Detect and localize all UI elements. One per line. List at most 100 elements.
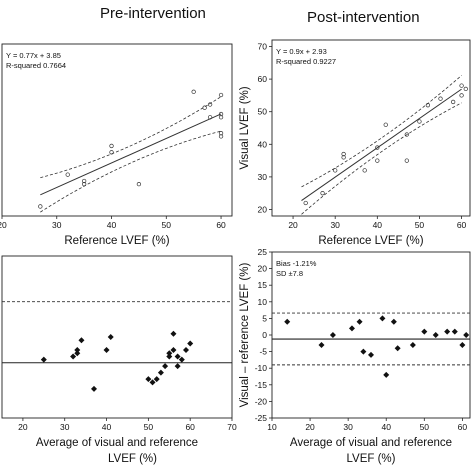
post-bland-altman-ytick-label: -5 — [259, 347, 267, 357]
post-intervention-title: Post-intervention — [307, 9, 420, 26]
post-bland-altman-annotation: Bias -1.21% — [276, 259, 317, 268]
post-regression-ytick-label: 60 — [258, 74, 268, 84]
pre-regression-plot: 20 30 40 50 60 Y = 0.77x + 3.85R-squared 0.76… — [0, 43, 233, 247]
pre-regression-point — [38, 204, 43, 209]
post-bland-altman-point — [379, 315, 386, 322]
post-regression-point — [438, 96, 443, 101]
post-bland-altman-point — [348, 325, 355, 332]
post-bland-altman-xtick-label: 50 — [420, 422, 430, 432]
pre-regression-point — [218, 134, 224, 139]
pre-regression-point — [81, 178, 87, 184]
post-regression-ylabel: Visual LVEF (%) — [239, 86, 251, 169]
pre-bland-altman-point — [40, 356, 47, 363]
pre-bland-altman-xtick-label: 70 — [227, 422, 237, 432]
post-bland-altman-plot-area — [272, 312, 470, 378]
pre-bland-altman-point — [166, 353, 173, 360]
pre-bland-altman-xtick-label: 30 — [60, 422, 70, 432]
pre-bland-altman-point — [78, 337, 85, 344]
post-bland-altman-point — [284, 318, 291, 325]
post-bland-altman-ytick-label: -10 — [255, 363, 268, 373]
post-bland-altman-xlabel-line2: LVEF (%) — [347, 453, 396, 465]
pre-bland-altman-point — [74, 346, 81, 353]
post-regression-plot-area — [301, 75, 468, 215]
post-bland-altman-ytick-label: 5 — [262, 313, 267, 323]
post-bland-altman-point — [318, 341, 325, 348]
post-bland-altman-xlabel: Average of visual and reference — [290, 437, 452, 449]
pre-bland-altman-point — [162, 363, 169, 370]
pre-regression-xtick-label: 50 — [162, 220, 172, 230]
post-bland-altman-xtick-label: 10 — [267, 422, 277, 432]
post-regression-fit-line — [301, 88, 462, 201]
post-bland-altman-point — [409, 341, 416, 348]
post-regression-point — [375, 158, 380, 163]
pre-regression-point — [202, 105, 207, 110]
pre-bland-altman-point — [153, 376, 160, 383]
post-regression-point — [320, 191, 325, 196]
pre-bland-altman-point — [166, 350, 173, 357]
post-bland-altman-xtick-label: 60 — [458, 422, 468, 432]
post-bland-altman-xtick-label: 20 — [305, 422, 315, 432]
pre-bland-altman-xtick-label: 60 — [185, 422, 195, 432]
pre-bland-altman-point — [74, 350, 81, 357]
pre-regression-point — [109, 143, 114, 149]
pre-regression-xlabel: Reference LVEF (%) — [64, 235, 169, 247]
pre-bland-altman-point — [157, 369, 164, 376]
post-bland-altman-xtick-label: 30 — [343, 422, 353, 432]
pre-bland-altman-xlabel: Average of visual and reference — [36, 437, 198, 449]
pre-bland-altman-plot: 20 30 40 50 60 70 Average of visual and refere… — [1, 255, 237, 449]
post-bland-altman-point — [459, 341, 466, 348]
post-bland-altman-point — [463, 332, 470, 338]
post-regression-ytick-label: 50 — [258, 107, 268, 117]
post-regression-ci-lower — [301, 102, 462, 215]
post-bland-altman-point — [421, 328, 428, 335]
post-regression-annotation: R-squared 0.9227 — [276, 57, 336, 66]
pre-regression-plot-area — [38, 89, 224, 213]
post-regression-point — [417, 119, 422, 124]
pre-regression-point — [218, 111, 224, 117]
post-bland-altman-point — [329, 332, 336, 338]
post-regression-xtick-label: 60 — [457, 220, 467, 230]
pre-regression-point — [81, 181, 87, 187]
post-regression-point — [404, 158, 409, 163]
post-regression-point — [303, 200, 308, 206]
pre-regression-fit-line — [40, 113, 222, 196]
post-bland-altman-point — [368, 351, 374, 358]
pre-bland-altman-xtick-label: 50 — [144, 422, 154, 432]
pre-ba-xlabel-line2: LVEF (%) — [108, 453, 157, 465]
pre-bland-altman-point — [91, 385, 97, 392]
post-regression-ytick-label: 40 — [258, 139, 268, 149]
pre-regression-annotation: R-squared 0.7664 — [6, 61, 66, 70]
post-bland-altman-ylabel: Visual – reference LVEF (%) — [239, 263, 251, 408]
pre-bland-altman-point — [145, 376, 152, 383]
post-bland-altman-point — [394, 345, 401, 352]
pre-bland-altman-point — [70, 353, 77, 360]
pre-regression-xtick-label: 60 — [216, 220, 226, 230]
post-regression-plot: 20 30 40 50 60 20 30 40 50 60 70 Y = 0.9x + 2.93R-s… — [239, 39, 471, 247]
post-bland-altman-point — [432, 332, 439, 338]
post-bland-altman-point — [451, 328, 458, 335]
post-regression-frame — [271, 39, 471, 217]
post-bland-altman-ytick-label: -25 — [255, 413, 268, 423]
post-bland-altman-ytick-label: -20 — [255, 396, 268, 406]
post-regression-point — [425, 103, 431, 108]
pre-bland-altman-plot-area — [2, 301, 232, 392]
post-regression-annotation: Y = 0.9x + 2.93 — [276, 47, 327, 56]
pre-regression-point — [207, 102, 213, 107]
pre-bland-altman-point — [183, 346, 189, 353]
pre-regression-frame — [1, 43, 233, 217]
post-regression-ci-upper — [301, 75, 462, 188]
post-bland-altman-point — [360, 348, 367, 355]
pre-regression-ci-lower — [40, 130, 222, 213]
post-regression-point — [383, 122, 388, 127]
post-bland-altman-annotation: SD ±7.8 — [276, 269, 303, 278]
post-regression-point — [375, 145, 380, 150]
post-bland-altman-ytick-label: 10 — [258, 297, 268, 307]
post-regression-point — [341, 151, 346, 157]
post-regression-xtick-label: 40 — [373, 220, 383, 230]
pre-regression-annotation: Y = 0.77x + 3.85 — [6, 51, 61, 60]
pre-regression-point — [218, 92, 224, 98]
pre-bland-altman-frame — [1, 255, 233, 419]
pre-bland-altman-point — [149, 379, 156, 386]
post-regression-ytick-label: 30 — [258, 172, 268, 182]
